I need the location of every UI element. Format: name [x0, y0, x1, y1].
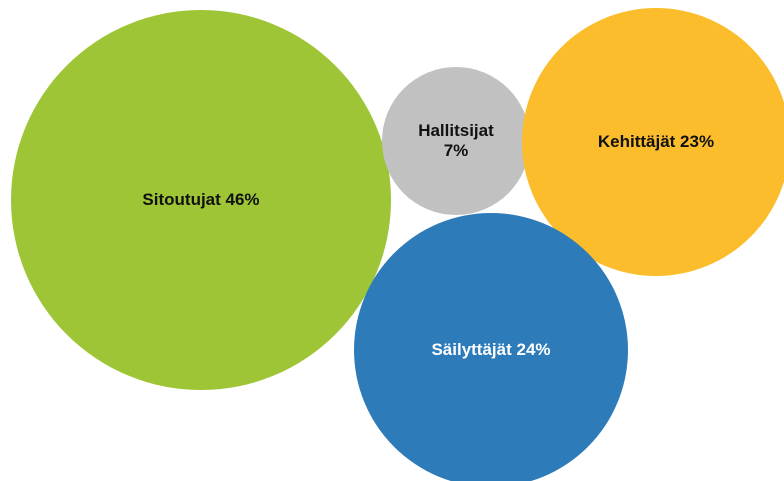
bubble-label: Hallitsijat 7% [418, 120, 494, 160]
bubble-label: Säilyttäjät 24% [431, 339, 551, 359]
bubble-label: Kehittäjät 23% [597, 131, 715, 151]
bubble: Säilyttäjät 24% [353, 212, 629, 481]
bubble: Kehittäjät 23% [521, 7, 784, 277]
bubble: Hallitsijat 7% [381, 66, 531, 216]
bubble: Sitoutujat 46% [11, 10, 391, 390]
bubble-label: Sitoutujat 46% [142, 189, 260, 209]
